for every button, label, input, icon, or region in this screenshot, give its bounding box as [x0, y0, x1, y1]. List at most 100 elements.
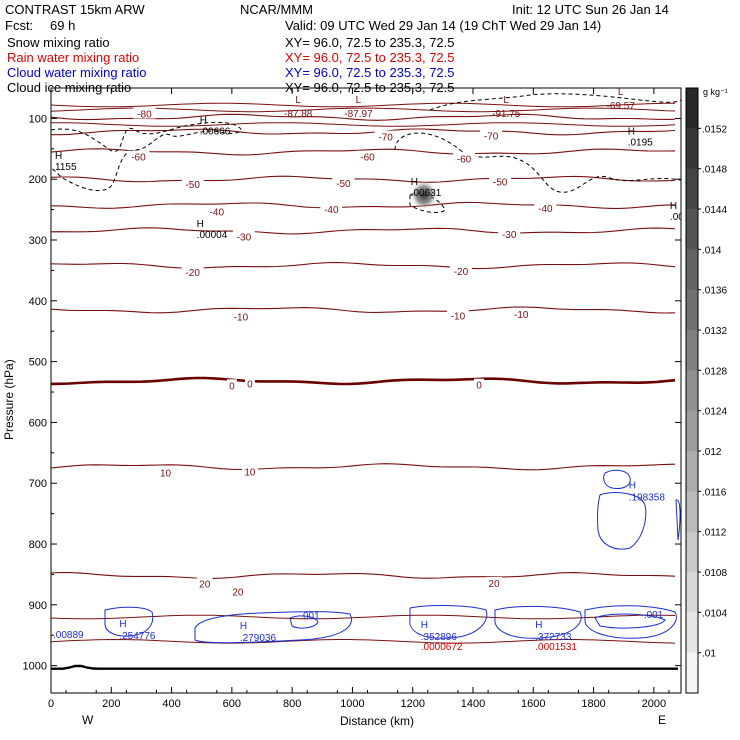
x-tick-label: 2000	[642, 698, 666, 710]
cloud-water-max-marker: H	[240, 621, 247, 632]
x-end-label-west: W	[82, 713, 94, 727]
ice-max-value: .0195	[628, 138, 653, 149]
cloud-ice-contour	[51, 121, 242, 192]
cloud-water-contour	[584, 605, 677, 639]
temperature-contour	[51, 306, 676, 314]
header-fcst-label: Fcst:	[5, 18, 33, 33]
x-tick-label: 0	[48, 698, 54, 710]
temperature-contour	[51, 128, 676, 136]
colorbar-unit: g kg⁻¹	[703, 87, 728, 97]
temperature-contour	[51, 175, 676, 183]
ice-max-marker: H	[670, 201, 677, 212]
contour-label-bg	[229, 585, 246, 597]
contour-label: -50	[336, 179, 351, 190]
cloud-water-contour	[603, 469, 631, 489]
contour-label: 20	[489, 579, 501, 590]
temperature-contour	[51, 148, 676, 156]
legend-xy: XY= 96.0, 72.5 to 235.3, 72.5	[285, 50, 455, 65]
cloud-water-max-value: .198358	[629, 493, 666, 504]
colorbar-tick-label: .0108	[702, 568, 727, 579]
y-tick-label: 800	[29, 539, 47, 551]
cloud-ice-contour	[429, 93, 681, 111]
temperature-contour	[51, 227, 676, 235]
ice-max-value: .000	[670, 212, 690, 223]
y-axis-label: Pressure (hPa)	[2, 359, 16, 440]
legend-entry: Rain water mixing ratio	[7, 50, 139, 65]
contour-label-bg	[332, 176, 355, 188]
x-tick-label: 600	[223, 698, 241, 710]
colorbar-swatch	[686, 249, 698, 291]
legend-xy: XY= 96.0, 72.5 to 235.3, 72.5	[285, 35, 455, 50]
y-tick-label: 1000	[23, 661, 47, 673]
y-tick-label: 500	[29, 357, 47, 369]
x-tick-label: 1600	[521, 698, 545, 710]
low-marker: L	[618, 87, 624, 98]
contour-label: -40	[538, 204, 553, 215]
contour-label: 0	[476, 381, 482, 392]
y-tick-label: 600	[29, 417, 47, 429]
contour-label: -70	[378, 133, 393, 144]
contour-label-bg	[374, 130, 397, 142]
contour-label: -30	[237, 232, 252, 243]
temperature-contour	[51, 201, 676, 209]
cloud-water-max-value: .279036	[240, 633, 277, 644]
x-tick-label: 1200	[400, 698, 424, 710]
colorbar-swatch	[686, 128, 698, 170]
y-tick-label: 900	[29, 600, 47, 612]
temperature-contour	[51, 614, 676, 620]
contour-label: 20	[199, 580, 211, 591]
x-tick-label: 400	[162, 698, 180, 710]
rain-max-value: .0000672	[421, 642, 463, 653]
contour-label-bg	[181, 266, 204, 278]
temperature-contour	[51, 638, 676, 644]
x-end-label-east: E	[658, 713, 666, 727]
plot-area: -80-70 -70-60 -60 -60-50 -50 -50-40 -40 -40-30-…	[51, 87, 690, 670]
low-marker: L	[295, 95, 301, 106]
header-init: Init: 12 UTC Sun 26 Jan 14	[512, 2, 669, 17]
legend-entry: Cloud water mixing ratio	[7, 65, 146, 80]
cloud-water-contour	[289, 615, 319, 629]
contour-label: -70	[484, 131, 499, 142]
contour-label-bg	[356, 150, 379, 162]
contour-label-bg	[229, 310, 252, 322]
cloud-water-contour	[104, 606, 154, 637]
legend-xy: XY= 96.0, 72.5 to 235.3, 72.5	[285, 65, 455, 80]
cloud-water-contour	[594, 613, 666, 629]
colorbar-tick-label: .0116	[702, 487, 727, 498]
low-value: -91.75	[492, 109, 521, 120]
contour-label: -60	[131, 153, 146, 164]
legend-entry: Snow mixing ratio	[7, 35, 110, 50]
ice-max-value: .00666	[200, 127, 231, 138]
y-tick-label: 300	[29, 235, 47, 247]
cloud-water-max-value: .254776	[119, 631, 156, 642]
ice-max-marker: H	[411, 177, 418, 188]
colorbar-tick-label: .014	[702, 245, 722, 256]
contour-label-bg	[205, 205, 228, 217]
contour-label-bg	[489, 175, 512, 187]
ice-max-value: .00631	[411, 188, 442, 199]
contour-label: 10	[160, 468, 172, 479]
contour-label: -10	[234, 313, 249, 324]
colorbar-tick-label: .0104	[702, 608, 727, 619]
x-axis-label: Distance (km)	[340, 714, 414, 728]
cloud-water-contour	[409, 605, 488, 639]
colorbar-tick-label: .0132	[702, 326, 727, 337]
cloud-water-max-value: .352896	[421, 632, 458, 643]
contour-label: -50	[493, 178, 508, 189]
colorbar-tick-label: .0124	[702, 407, 727, 418]
colorbar-tick-label: .0128	[702, 366, 727, 377]
header-title: CONTRAST 15km ARW	[5, 2, 145, 17]
contour-label-bg	[449, 265, 472, 277]
cloud-ice-contour	[394, 132, 681, 193]
contour-label: -40	[210, 207, 225, 218]
contour-label-bg	[498, 227, 521, 239]
colorbar-frame	[685, 87, 699, 694]
contour-label: 10	[244, 468, 256, 479]
colorbar-swatch	[686, 370, 698, 412]
colorbar-swatch	[686, 451, 698, 492]
contour-label: -50	[185, 180, 200, 191]
plot-frame	[50, 87, 682, 694]
colorbar-swatch	[686, 572, 698, 613]
colorbar-swatch	[686, 531, 698, 573]
